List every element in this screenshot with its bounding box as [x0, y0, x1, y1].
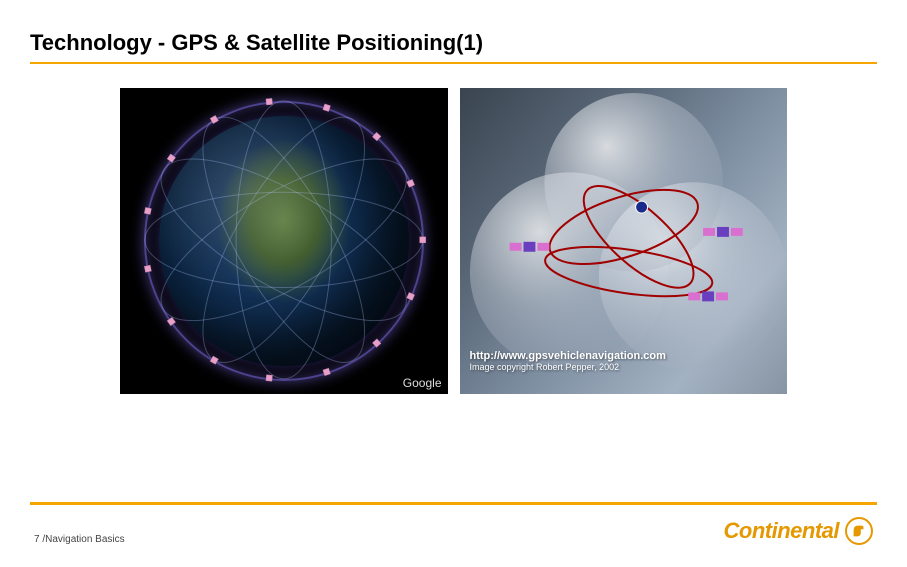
attribution-google: Google	[403, 376, 442, 390]
footer-label: Navigation Basics	[45, 534, 124, 545]
attribution-url: http://www.gpsvehiclenavigation.com	[470, 350, 666, 362]
logo-horse-icon	[845, 517, 873, 545]
attribution-copyright: Image copyright Robert Pepper, 2002	[470, 362, 666, 372]
continental-logo: Continental	[724, 517, 874, 545]
footer-rule	[30, 502, 877, 505]
satellite-icon	[688, 291, 728, 301]
intersection-point	[635, 201, 647, 213]
title-bar: Technology - GPS & Satellite Positioning…	[30, 30, 877, 64]
earth-wrap	[120, 88, 448, 394]
figure-earth-constellation: Google	[120, 88, 448, 394]
footer-text: 7 /Navigation Basics	[34, 534, 125, 545]
satellite-icon	[703, 227, 743, 237]
content-area: Google	[30, 88, 877, 484]
slide: Technology - GPS & Satellite Positioning…	[0, 0, 907, 567]
slide-title: Technology - GPS & Satellite Positioning…	[30, 30, 483, 55]
orbit-lines	[120, 88, 447, 392]
logo-text: Continental	[724, 518, 840, 544]
trilateration-svg	[460, 88, 787, 392]
figure-trilateration: http://www.gpsvehiclenavigation.com Imag…	[460, 88, 788, 394]
satellite-icon	[509, 242, 549, 252]
footer: 7 /Navigation Basics Continental	[30, 517, 877, 567]
attribution-gps: http://www.gpsvehiclenavigation.com Imag…	[470, 350, 666, 372]
